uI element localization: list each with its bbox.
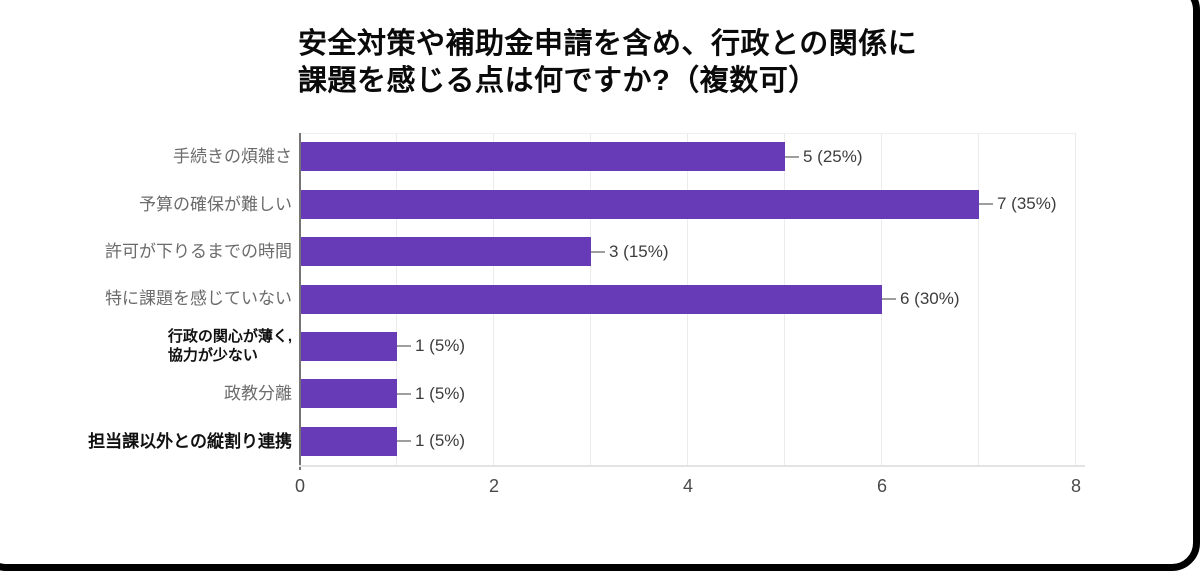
category-label: 政教分離: [0, 370, 292, 417]
category-label-text: 許可が下りるまでの時間: [105, 242, 292, 262]
bar-value-label: 1 (5%): [415, 431, 466, 451]
chart-title: 安全対策や補助金申請を含め、行政との関係に 課題を感じる点は何ですか?（複数可）: [298, 26, 917, 100]
plot-top-line: [300, 133, 1076, 134]
title-line-2: 課題を感じる点は何ですか?（複数可）: [298, 65, 818, 97]
connector-line: [785, 155, 799, 158]
x-tick-label: 6: [876, 476, 887, 496]
bar: [300, 379, 397, 409]
connector-line: [591, 250, 605, 253]
connector-line: [979, 203, 993, 206]
category-label: 担当課以外との縦割り連携: [0, 418, 292, 465]
x-tick-label: 4: [682, 476, 693, 496]
category-label: 手続きの煩雑さ: [0, 133, 292, 180]
bar: [300, 426, 397, 456]
bar-value-label: 1 (5%): [415, 336, 466, 356]
connector-line: [397, 440, 411, 443]
gridline: [978, 133, 979, 465]
category-label: 特に課題を感じていない: [0, 275, 292, 322]
bar: [300, 237, 591, 267]
category-label-text: 手続きの煩雑さ: [173, 147, 292, 167]
category-label: 行政の関心が薄く, 協力が少ない: [0, 323, 292, 370]
category-label: 予算の確保が難しい: [0, 180, 292, 227]
bar: [300, 331, 397, 361]
category-label: 許可が下りるまでの時間: [0, 228, 292, 275]
bar: [300, 142, 785, 172]
category-label-text: 担当課以外との縦割り連携: [88, 431, 292, 451]
bar: [300, 189, 979, 219]
y-axis-line: [299, 133, 301, 470]
title-line-1: 安全対策や補助金申請を含め、行政との関係に: [298, 28, 918, 60]
category-label-text: 特に課題を感じていない: [105, 289, 292, 309]
category-label-text: 予算の確保が難しい: [139, 194, 292, 214]
bar: [300, 284, 882, 314]
bar-value-label: 1 (5%): [415, 383, 466, 403]
connector-line: [397, 392, 411, 395]
x-tick-label: 2: [488, 476, 499, 496]
category-label-text: 政教分離: [224, 384, 292, 404]
gridline: [1075, 133, 1076, 465]
bar-value-label: 7 (35%): [997, 194, 1057, 214]
connector-line: [397, 345, 411, 348]
bar-value-label: 6 (30%): [900, 289, 960, 308]
bar-value-label: 3 (15%): [609, 241, 669, 261]
bar-value-label: 5 (25%): [803, 146, 863, 166]
connector-line: [882, 298, 896, 300]
x-tick-label: 8: [1070, 476, 1081, 496]
x-axis-line: [299, 465, 1085, 467]
x-tick-label: 0: [294, 476, 305, 496]
category-label-text: 行政の関心が薄く, 協力が少ない: [167, 328, 292, 365]
